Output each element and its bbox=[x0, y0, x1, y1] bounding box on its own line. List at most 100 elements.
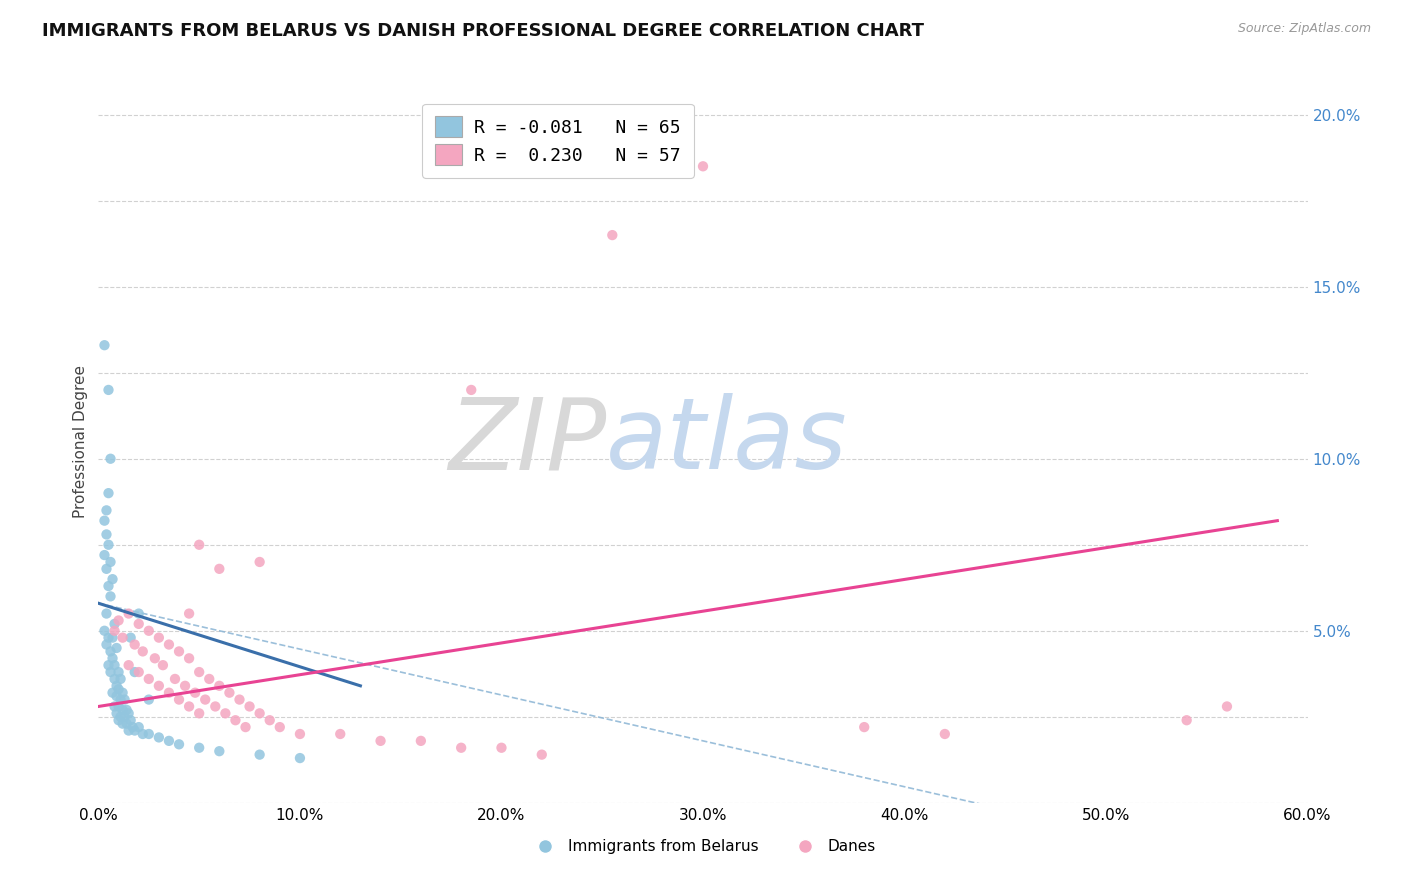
Point bbox=[124, 638, 146, 652]
Point bbox=[853, 720, 876, 734]
Point bbox=[148, 731, 170, 745]
Point bbox=[148, 679, 170, 693]
Point bbox=[101, 686, 124, 700]
Point bbox=[138, 692, 160, 706]
Point bbox=[370, 734, 392, 748]
Text: ZIP: ZIP bbox=[449, 393, 606, 490]
Point bbox=[132, 644, 155, 658]
Point bbox=[157, 638, 180, 652]
Point bbox=[101, 651, 124, 665]
Point bbox=[107, 614, 129, 628]
Point bbox=[138, 624, 160, 638]
Point bbox=[235, 720, 257, 734]
Point bbox=[143, 651, 166, 665]
Point bbox=[107, 665, 129, 679]
Point bbox=[121, 720, 143, 734]
Point bbox=[128, 607, 150, 621]
Point bbox=[259, 713, 281, 727]
Point bbox=[100, 590, 122, 604]
Point bbox=[120, 713, 142, 727]
Point bbox=[167, 692, 190, 706]
Point bbox=[100, 644, 122, 658]
Point bbox=[97, 383, 120, 397]
Legend: Immigrants from Belarus, Danes: Immigrants from Belarus, Danes bbox=[524, 833, 882, 860]
Point bbox=[188, 706, 211, 721]
Point bbox=[409, 734, 432, 748]
Point bbox=[188, 665, 211, 679]
Point bbox=[118, 706, 141, 721]
Point bbox=[114, 692, 136, 706]
Point bbox=[249, 706, 271, 721]
Point bbox=[329, 727, 352, 741]
Point bbox=[288, 751, 311, 765]
Point bbox=[179, 607, 201, 621]
Point bbox=[100, 451, 122, 466]
Point bbox=[138, 672, 160, 686]
Point bbox=[460, 383, 482, 397]
Point bbox=[105, 640, 128, 655]
Point bbox=[103, 616, 125, 631]
Point bbox=[148, 631, 170, 645]
Point bbox=[97, 538, 120, 552]
Point bbox=[157, 686, 180, 700]
Text: Source: ZipAtlas.com: Source: ZipAtlas.com bbox=[1237, 22, 1371, 36]
Point bbox=[269, 720, 291, 734]
Point bbox=[163, 672, 186, 686]
Point bbox=[138, 727, 160, 741]
Point bbox=[97, 486, 120, 500]
Point bbox=[602, 228, 624, 243]
Point bbox=[105, 706, 128, 721]
Point bbox=[118, 723, 141, 738]
Point bbox=[184, 686, 207, 700]
Point bbox=[105, 689, 128, 703]
Point bbox=[198, 672, 221, 686]
Point bbox=[111, 686, 134, 700]
Point bbox=[167, 644, 190, 658]
Text: IMMIGRANTS FROM BELARUS VS DANISH PROFESSIONAL DEGREE CORRELATION CHART: IMMIGRANTS FROM BELARUS VS DANISH PROFES… bbox=[42, 22, 924, 40]
Point bbox=[188, 538, 211, 552]
Point bbox=[107, 699, 129, 714]
Point bbox=[692, 159, 714, 173]
Point bbox=[152, 658, 174, 673]
Point bbox=[228, 692, 250, 706]
Point bbox=[118, 607, 141, 621]
Point bbox=[530, 747, 553, 762]
Point bbox=[107, 713, 129, 727]
Point bbox=[208, 562, 231, 576]
Point bbox=[128, 720, 150, 734]
Point bbox=[96, 527, 118, 541]
Point bbox=[249, 747, 271, 762]
Y-axis label: Professional Degree: Professional Degree bbox=[73, 365, 89, 518]
Point bbox=[204, 699, 226, 714]
Point bbox=[224, 713, 246, 727]
Point bbox=[249, 555, 271, 569]
Point bbox=[111, 716, 134, 731]
Point bbox=[97, 658, 120, 673]
Point bbox=[107, 682, 129, 697]
Point bbox=[128, 665, 150, 679]
Point bbox=[214, 706, 236, 721]
Point bbox=[239, 699, 262, 714]
Point bbox=[167, 737, 190, 751]
Point bbox=[110, 672, 132, 686]
Point bbox=[208, 679, 231, 693]
Point bbox=[450, 740, 472, 755]
Point bbox=[96, 503, 118, 517]
Point bbox=[115, 703, 138, 717]
Point bbox=[157, 734, 180, 748]
Point bbox=[103, 699, 125, 714]
Point bbox=[93, 338, 115, 352]
Point bbox=[111, 631, 134, 645]
Point bbox=[110, 710, 132, 724]
Point bbox=[179, 651, 201, 665]
Point bbox=[101, 631, 124, 645]
Point bbox=[96, 638, 118, 652]
Point bbox=[194, 692, 217, 706]
Point bbox=[93, 624, 115, 638]
Point bbox=[174, 679, 197, 693]
Point bbox=[93, 514, 115, 528]
Point bbox=[93, 548, 115, 562]
Text: atlas: atlas bbox=[606, 393, 848, 490]
Point bbox=[96, 607, 118, 621]
Point bbox=[132, 727, 155, 741]
